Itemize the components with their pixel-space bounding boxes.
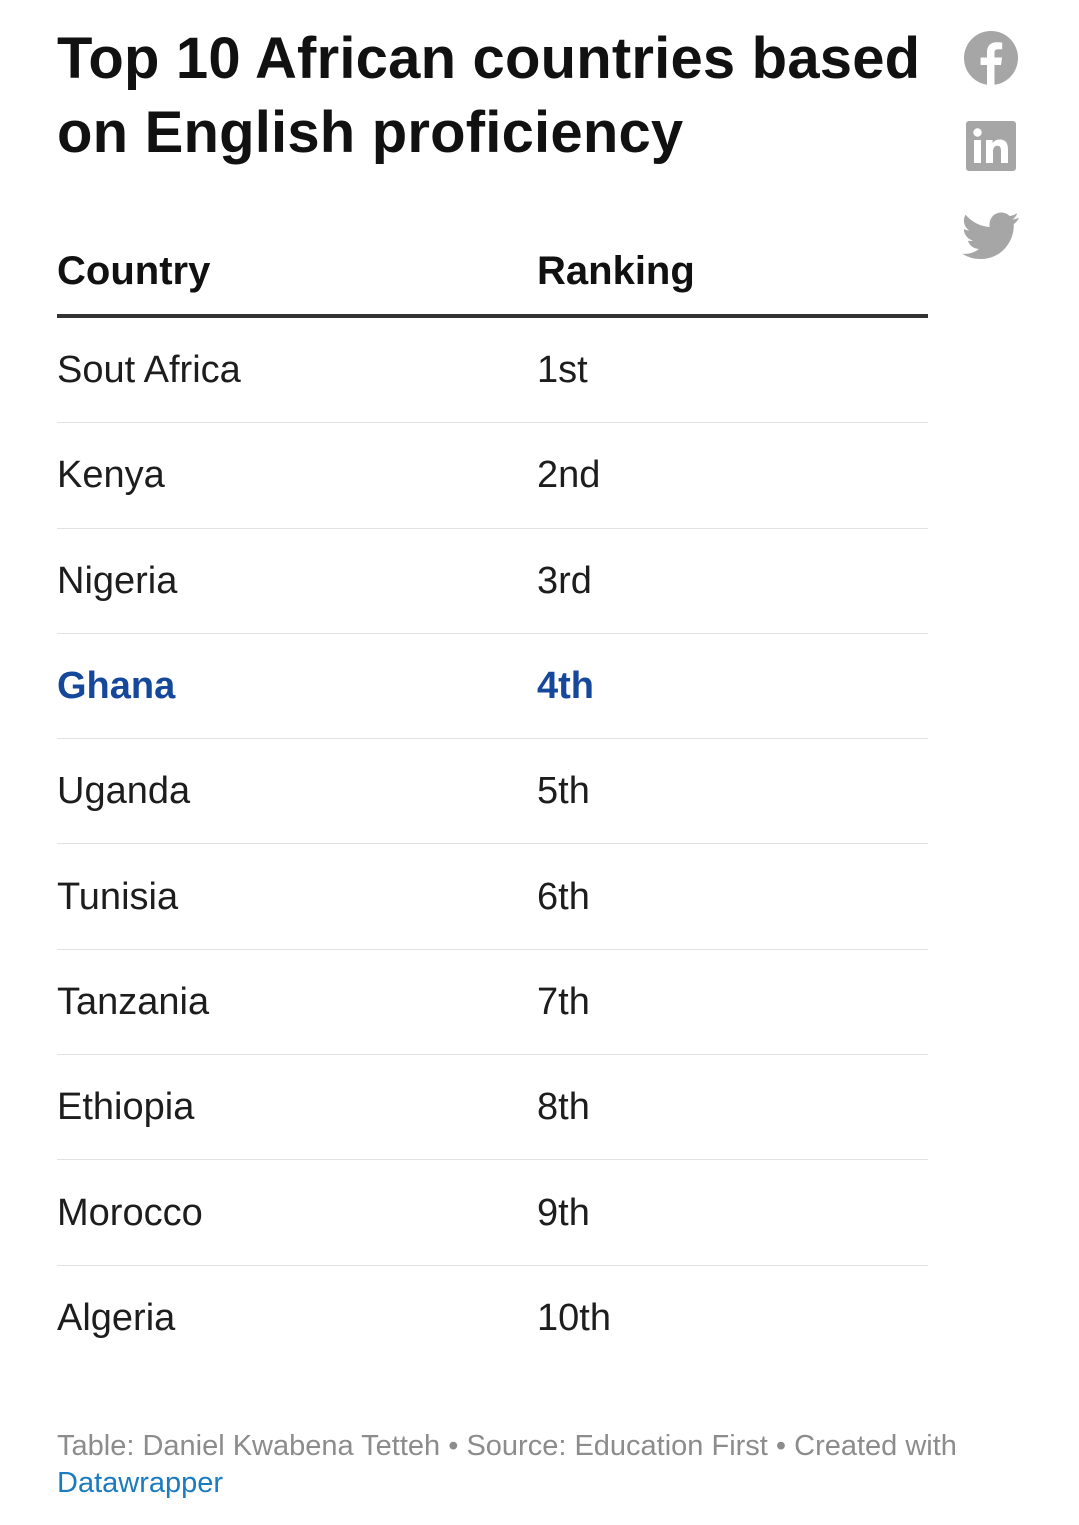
facebook-icon <box>964 31 1018 85</box>
ranking-cell: 8th <box>537 1086 590 1129</box>
ranking-cell: 4th <box>537 665 594 708</box>
country-cell: Nigeria <box>57 559 178 602</box>
table-row: Morocco 9th <box>57 1160 928 1266</box>
linkedin-share-button[interactable] <box>962 119 1020 173</box>
datawrapper-link[interactable]: Datawrapper <box>57 1467 224 1499</box>
table-row: Ethiopia 8th <box>57 1055 928 1161</box>
country-cell: Ghana <box>57 665 176 708</box>
table-row: Uganda 5th <box>57 739 928 845</box>
ranking-cell: 3rd <box>537 559 592 602</box>
ranking-cell: 10th <box>537 1297 611 1340</box>
ranking-cell: 9th <box>537 1191 590 1234</box>
ranking-table: Country Ranking Sout Africa 1st Kenya 2n… <box>57 230 928 1371</box>
ranking-cell: 2nd <box>537 454 601 497</box>
twitter-share-button[interactable] <box>962 208 1020 264</box>
source-footer: Table: Daniel Kwabena Tetteh • Source: E… <box>57 1428 1037 1502</box>
ranking-cell: 1st <box>537 349 588 392</box>
table-row-highlighted: Ghana 4th <box>57 634 928 740</box>
twitter-icon <box>962 212 1019 260</box>
country-cell: Algeria <box>57 1297 176 1340</box>
table-body: Sout Africa 1st Kenya 2nd Nigeria 3rd Gh… <box>57 318 928 1371</box>
column-header-country[interactable]: Country <box>57 249 211 293</box>
table-row: Kenya 2nd <box>57 423 928 529</box>
chart-title: Top 10 African countries based on Englis… <box>57 26 921 165</box>
table-row: Tanzania 7th <box>57 950 928 1056</box>
table-row: Tunisia 6th <box>57 844 928 950</box>
ranking-cell: 5th <box>537 770 590 813</box>
country-cell: Tunisia <box>57 875 179 918</box>
country-cell: Ethiopia <box>57 1086 195 1129</box>
country-cell: Sout Africa <box>57 349 241 392</box>
table-header: Country Ranking <box>57 230 928 318</box>
column-header-ranking[interactable]: Ranking <box>537 249 695 293</box>
table-row: Nigeria 3rd <box>57 529 928 634</box>
credit-text: Table: Daniel Kwabena Tetteh • Source: E… <box>57 1430 957 1462</box>
ranking-cell: 6th <box>537 875 590 918</box>
facebook-share-button[interactable] <box>962 29 1020 87</box>
country-cell: Morocco <box>57 1191 203 1234</box>
linkedin-icon <box>966 121 1016 171</box>
country-cell: Tanzania <box>57 980 210 1023</box>
country-cell: Uganda <box>57 770 191 813</box>
ranking-cell: 7th <box>537 980 590 1023</box>
table-row: Sout Africa 1st <box>57 318 928 424</box>
table-row: Algeria 10th <box>57 1266 928 1371</box>
country-cell: Kenya <box>57 454 165 497</box>
